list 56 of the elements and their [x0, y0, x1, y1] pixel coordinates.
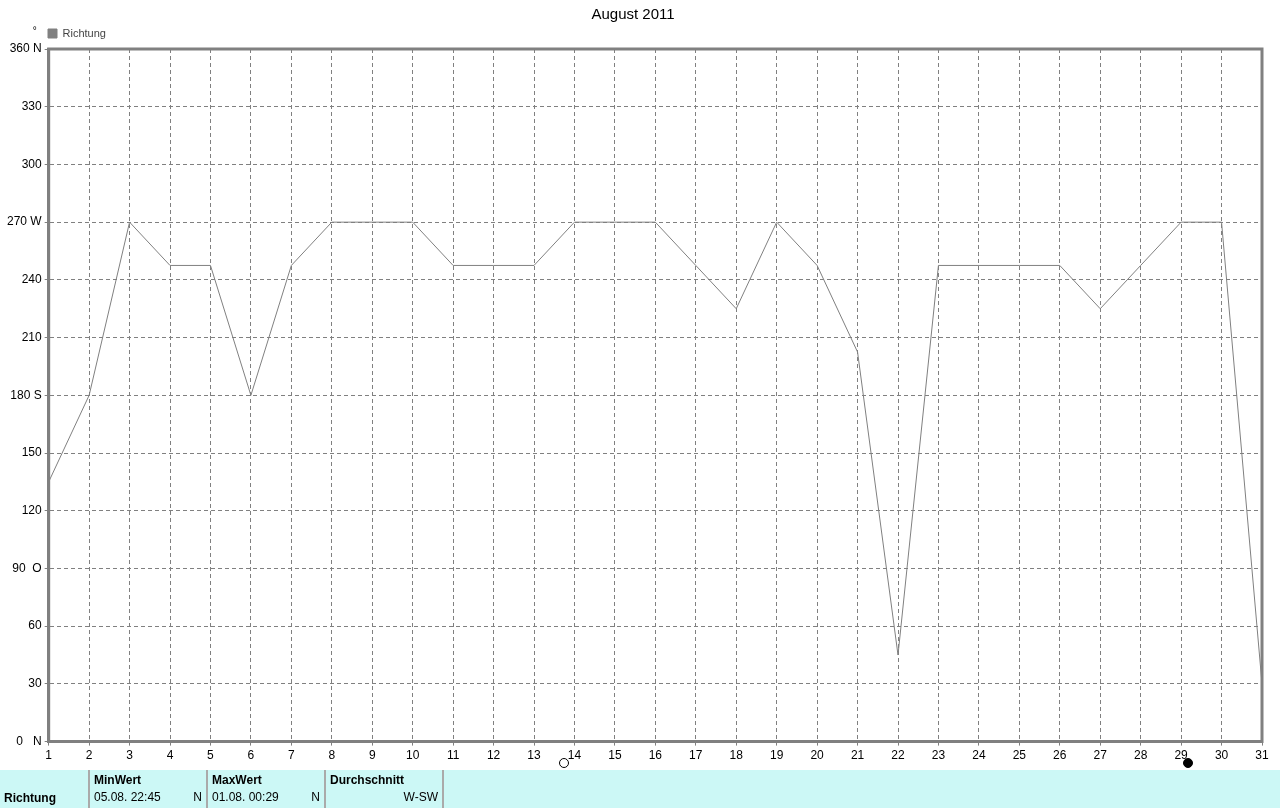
x-tick-label: 30	[1214, 748, 1229, 763]
y-tick-label: 30	[28, 676, 42, 691]
x-tick-label: 10	[406, 748, 420, 763]
y-tick-label: 180 S	[10, 387, 42, 402]
x-tick-label: 27	[1093, 748, 1108, 763]
x-tick-label: 31	[1255, 748, 1269, 763]
x-tick-label: 4	[166, 748, 174, 763]
legend-label: Richtung	[62, 26, 106, 39]
x-tick-label: 21	[850, 748, 865, 763]
x-tick-label: 8	[328, 748, 336, 763]
x-tick-label: 15	[608, 748, 622, 763]
text: W-SW	[403, 790, 438, 804]
x-tick-label: 14	[567, 748, 582, 763]
x-tick-label: 22	[891, 748, 905, 763]
text: Durchschnitt	[330, 773, 405, 787]
text: 05.08. 22:45	[94, 790, 161, 804]
x-tick-label: 29	[1174, 748, 1189, 763]
x-tick-label: 19	[769, 748, 784, 763]
text: 01.08. 00:29	[212, 790, 279, 804]
y-tick-label: 360 N	[9, 41, 42, 56]
y-tick-label: 120	[21, 503, 42, 518]
x-tick-label: 24	[972, 748, 986, 763]
x-tick-label: 7	[288, 748, 295, 763]
y-tick-label: 0 N	[16, 733, 42, 748]
x-tick-label: 16	[648, 748, 663, 763]
y-tick-label: 60	[28, 618, 42, 633]
y-tick-label: 150	[21, 445, 42, 460]
x-tick-label: 12	[486, 748, 501, 763]
x-tick-label: 25	[1012, 748, 1027, 763]
x-tick-label: 9	[368, 748, 376, 763]
x-tick-label: 23	[931, 748, 946, 763]
x-tick-label: 3	[126, 748, 134, 763]
chart-title: August 2011	[591, 5, 675, 23]
y-tick-label: 240	[21, 272, 42, 287]
y-tick-label: 300	[21, 156, 42, 171]
y-axis-title: °	[32, 24, 37, 36]
x-tick-label: 20	[810, 748, 825, 763]
x-tick-label: 18	[729, 748, 744, 763]
x-tick-label: 11	[446, 748, 460, 763]
x-tick-label: 1	[45, 748, 53, 763]
x-tick-label: 5	[207, 748, 215, 763]
x-tick-label: 13	[527, 748, 541, 763]
x-tick-label: 26	[1053, 748, 1067, 763]
text: MaxWert	[212, 773, 263, 787]
x-tick-label: 17	[689, 748, 703, 763]
text: N	[193, 790, 202, 804]
text: Richtung	[0, 770, 90, 808]
x-tick-label: 28	[1133, 748, 1148, 763]
text: MinWert	[94, 773, 143, 787]
y-tick-label: 330	[21, 99, 42, 114]
y-tick-label: 90 O	[12, 560, 42, 575]
y-tick-label: 270 W	[6, 214, 43, 229]
y-tick-label: 210	[21, 329, 42, 344]
x-tick-label: 6	[247, 748, 255, 763]
x-tick-label: 2	[85, 748, 93, 763]
text: N	[311, 790, 320, 804]
